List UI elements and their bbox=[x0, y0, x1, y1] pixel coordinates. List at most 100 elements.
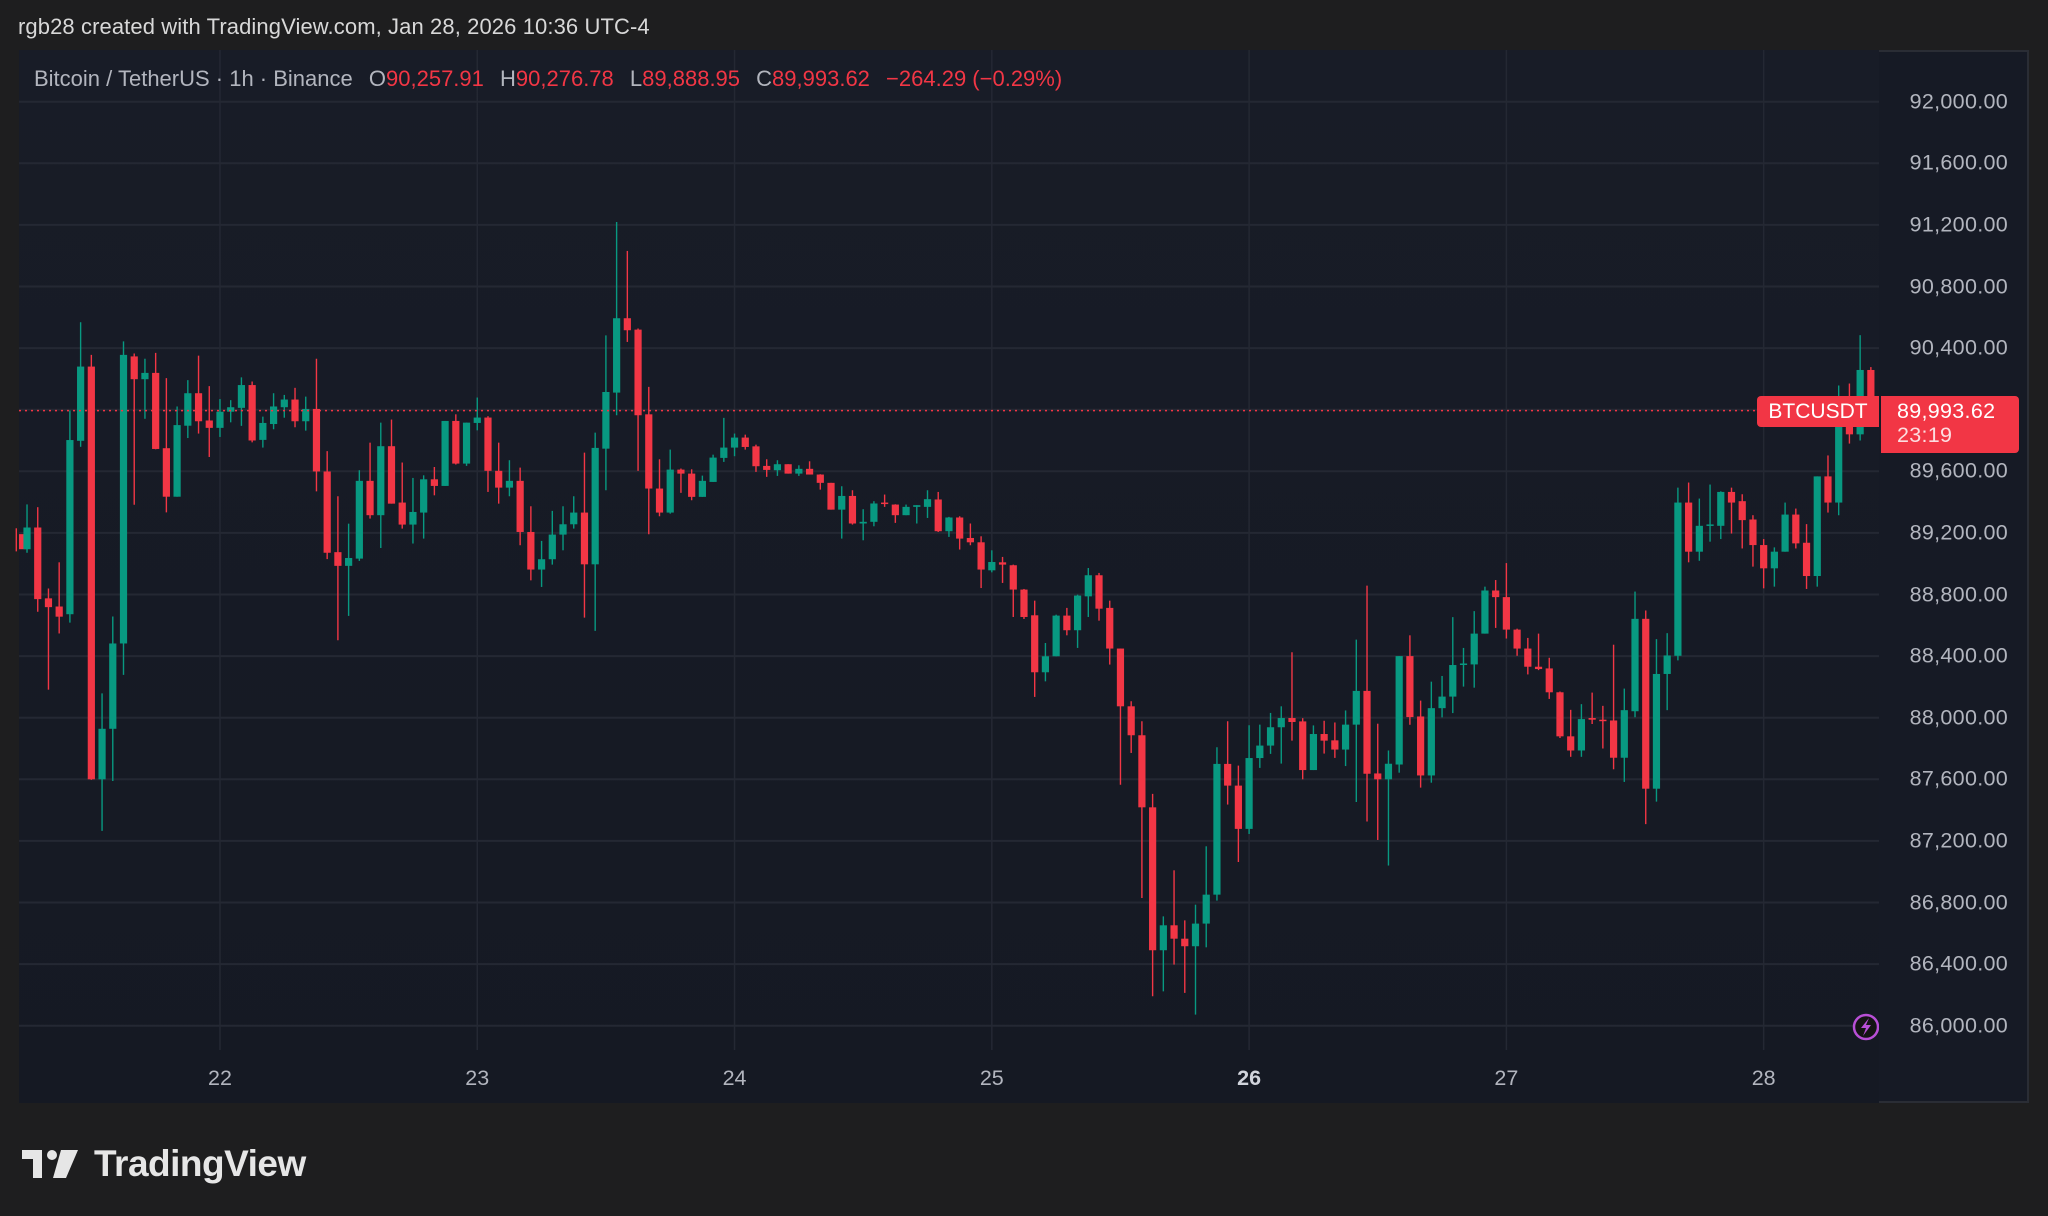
candle bbox=[1138, 721, 1146, 899]
candle bbox=[387, 419, 396, 504]
candle bbox=[613, 221, 621, 416]
candle bbox=[752, 444, 760, 472]
candle bbox=[505, 460, 514, 497]
tradingview-mark-icon bbox=[22, 1150, 78, 1178]
candle bbox=[580, 452, 589, 618]
candle bbox=[130, 353, 138, 505]
candle bbox=[1202, 846, 1210, 948]
candle bbox=[945, 516, 953, 537]
price-tick-label: 90,800.00 bbox=[1909, 274, 2008, 298]
candle bbox=[1116, 648, 1125, 785]
bar-countdown: 23:19 bbox=[1897, 423, 1953, 447]
candle bbox=[730, 433, 739, 457]
candle bbox=[462, 422, 471, 466]
candle bbox=[1642, 610, 1650, 825]
open-label: O bbox=[368, 66, 387, 91]
price-tick-label: 89,200.00 bbox=[1909, 520, 2008, 545]
candle bbox=[441, 420, 449, 486]
candle bbox=[473, 397, 481, 431]
candle bbox=[216, 399, 224, 437]
tradingview-logo: TradingView bbox=[22, 1143, 306, 1185]
candle bbox=[816, 474, 824, 490]
candle bbox=[1009, 564, 1017, 617]
candle bbox=[1256, 724, 1264, 768]
candle bbox=[1781, 502, 1789, 552]
candle bbox=[248, 381, 256, 443]
symbol-title: Bitcoin / TetherUS · 1h · Binance bbox=[34, 66, 353, 91]
candle bbox=[1556, 691, 1564, 739]
candle bbox=[891, 504, 899, 523]
candle bbox=[1063, 607, 1071, 636]
candle bbox=[559, 506, 567, 551]
time-tick-label: 23 bbox=[465, 1066, 490, 1090]
candle bbox=[1363, 585, 1371, 822]
candle bbox=[1492, 580, 1500, 628]
candle bbox=[516, 467, 524, 546]
candle bbox=[1031, 600, 1039, 697]
candle bbox=[698, 475, 706, 497]
candle bbox=[1374, 723, 1382, 840]
candle bbox=[1234, 765, 1242, 862]
candle bbox=[1320, 720, 1328, 754]
candle bbox=[1213, 747, 1221, 901]
candle bbox=[1095, 572, 1103, 621]
candle bbox=[709, 454, 717, 482]
candle bbox=[1599, 705, 1607, 749]
high-label: H bbox=[500, 66, 516, 91]
candle bbox=[966, 523, 974, 546]
candle bbox=[1674, 487, 1682, 661]
candle bbox=[77, 322, 85, 447]
candle bbox=[1824, 455, 1832, 513]
candle bbox=[1417, 700, 1425, 788]
candle bbox=[334, 496, 342, 641]
candle bbox=[859, 509, 867, 541]
candle bbox=[1341, 710, 1350, 767]
candle bbox=[323, 451, 331, 560]
candle bbox=[870, 501, 878, 527]
candle bbox=[1685, 482, 1693, 563]
open-value: 90,257.91 bbox=[386, 66, 484, 91]
candle bbox=[998, 556, 1007, 583]
time-tick-label: 25 bbox=[979, 1066, 1004, 1090]
chart-caption: rgb28 created with TradingView.com, Jan … bbox=[18, 14, 650, 39]
candle bbox=[1631, 591, 1639, 718]
candle bbox=[548, 510, 556, 565]
candle bbox=[1706, 484, 1714, 542]
price-tick-label: 91,600.00 bbox=[1909, 150, 2008, 175]
candle bbox=[1438, 675, 1446, 718]
candle bbox=[1545, 657, 1553, 699]
candle bbox=[1459, 647, 1468, 687]
candle bbox=[1652, 639, 1661, 802]
candle bbox=[720, 417, 728, 462]
candle bbox=[988, 550, 996, 573]
candle bbox=[1481, 586, 1489, 634]
close-value: 89,993.62 bbox=[772, 66, 870, 91]
candle bbox=[1577, 704, 1586, 757]
candle bbox=[495, 442, 503, 504]
candle bbox=[527, 506, 535, 581]
candle bbox=[1513, 628, 1521, 656]
candle bbox=[1502, 563, 1510, 639]
candle bbox=[1427, 681, 1435, 783]
high-value: 90,276.78 bbox=[515, 66, 614, 91]
brand-name: TradingView bbox=[94, 1143, 306, 1184]
last-price-label: 89,993.62 23:19 bbox=[1881, 396, 2019, 453]
candle bbox=[1524, 637, 1532, 675]
candle bbox=[280, 394, 288, 418]
candle bbox=[98, 693, 106, 831]
candle bbox=[1792, 508, 1800, 549]
lightning-icon[interactable] bbox=[1852, 1013, 1879, 1041]
candle bbox=[1567, 709, 1575, 757]
candle bbox=[977, 536, 985, 589]
candle bbox=[1224, 721, 1232, 805]
candle bbox=[1309, 725, 1318, 771]
price-tick-label: 90,400.00 bbox=[1909, 335, 2008, 360]
candle bbox=[269, 393, 278, 430]
price-tick-label: 88,400.00 bbox=[1909, 643, 2008, 668]
time-tick-label: 22 bbox=[208, 1066, 232, 1090]
candle bbox=[291, 387, 299, 428]
candle bbox=[1717, 491, 1725, 540]
candle bbox=[194, 355, 203, 434]
candle bbox=[23, 504, 31, 553]
